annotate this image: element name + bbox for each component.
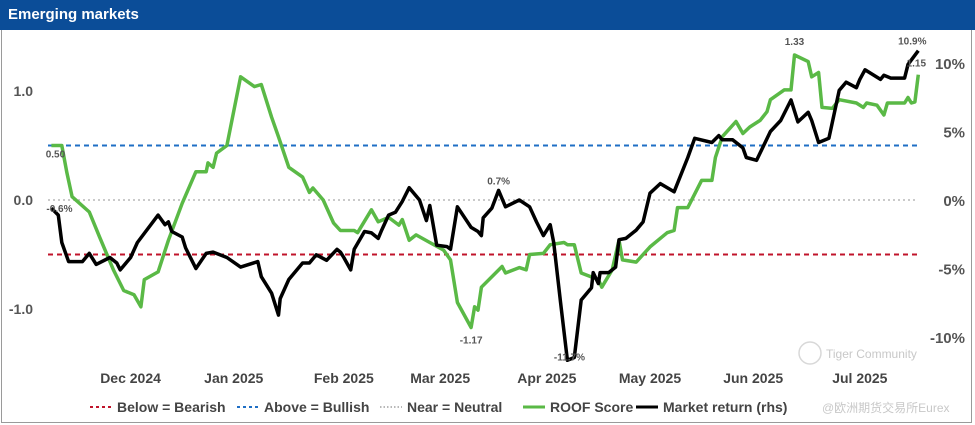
- x-axis-tick-label: Dec 2024: [100, 370, 161, 386]
- data-label: 10.9%: [898, 37, 926, 48]
- data-label: 0.7%: [487, 176, 510, 187]
- x-axis-tick-label: Mar 2025: [410, 370, 470, 386]
- chart-title: Emerging markets: [8, 6, 139, 23]
- title-bar: Emerging markets: [0, 0, 975, 30]
- right-axis-tick-label: 10%: [935, 56, 965, 73]
- legend-label: Below = Bearish: [117, 399, 226, 415]
- right-axis-tick-label: -10%: [930, 330, 965, 347]
- x-axis-tick-label: Apr 2025: [517, 370, 576, 386]
- legend-item: Market return (rhs): [636, 399, 787, 415]
- x-axis-tick-label: Jan 2025: [204, 370, 263, 386]
- watermark-line1: Tiger Community: [826, 347, 917, 361]
- x-axis-tick-label: Jul 2025: [832, 370, 887, 386]
- x-axis-tick-label: Jun 2025: [723, 370, 783, 386]
- legend-label: ROOF Score: [550, 399, 633, 415]
- right-axis-tick-label: -5%: [938, 262, 965, 279]
- x-axis-tick-label: May 2025: [619, 370, 681, 386]
- legend-label: Above = Bullish: [264, 399, 369, 415]
- watermark: Tiger Community @欧洲期货交易所Eurex: [798, 341, 950, 415]
- roof-score-line: [51, 53, 921, 330]
- data-label: -0.6%: [46, 204, 72, 215]
- legend-label: Near = Neutral: [407, 399, 502, 415]
- legend-item: ROOF Score: [523, 399, 633, 415]
- right-axis-tick-label: 5%: [943, 125, 965, 142]
- legend-item: Near = Neutral: [380, 399, 502, 415]
- left-axis-tick-label: -1.0: [9, 301, 33, 317]
- data-label: 0.50: [46, 150, 66, 161]
- x-axis-tick-label: Feb 2025: [314, 370, 374, 386]
- data-label: -11.7%: [554, 352, 585, 363]
- watermark-logo-icon: [798, 341, 822, 365]
- legend-label: Market return (rhs): [663, 399, 787, 415]
- data-label: 1.33: [785, 37, 805, 48]
- legend-item: Below = Bearish: [90, 399, 226, 415]
- right-axis-tick-label: 0%: [943, 193, 965, 210]
- market-return-line: [50, 49, 920, 363]
- chart-frame: [1, 30, 972, 423]
- left-axis-tick-label: 0.0: [14, 192, 34, 208]
- data-label: -1.17: [460, 336, 483, 347]
- legend-item: Above = Bullish: [237, 399, 369, 415]
- data-label: 1.15: [907, 59, 927, 70]
- watermark-line2: @欧洲期货交易所Eurex: [822, 400, 950, 415]
- left-axis-tick-label: 1.0: [14, 83, 34, 99]
